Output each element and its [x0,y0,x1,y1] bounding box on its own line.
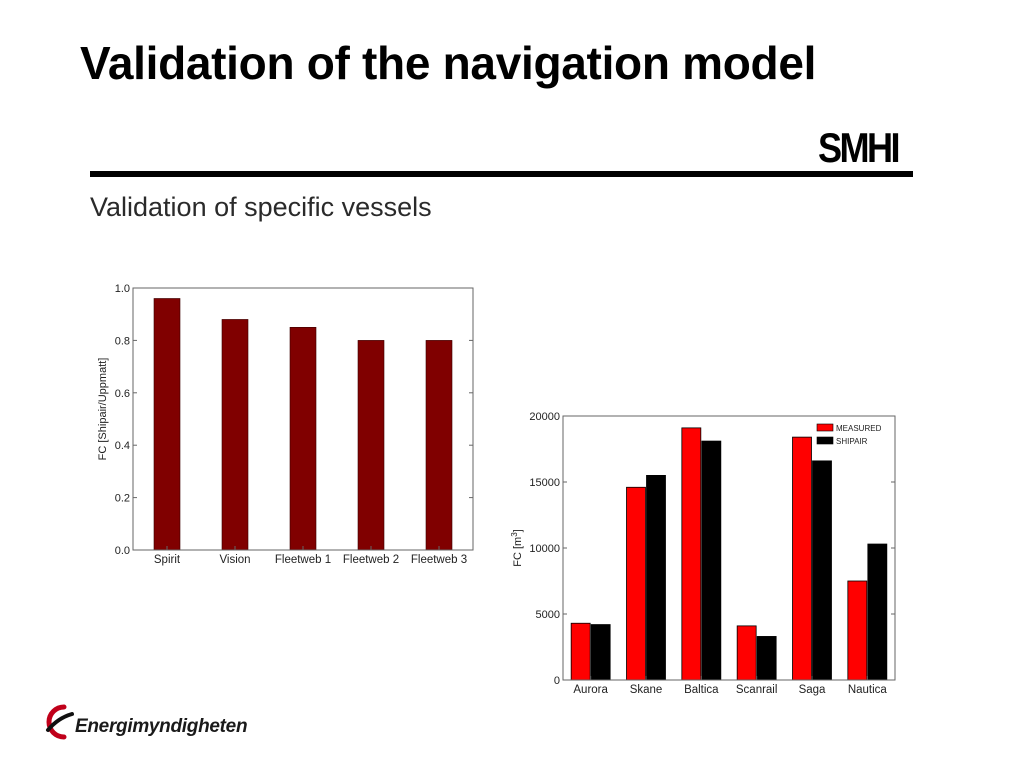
x-tick-label: Fleetweb 1 [275,554,331,566]
legend-swatch-shipair [816,436,834,445]
y-tick-label: 0.6 [115,388,130,400]
y-axis-label: FC [m3] [510,529,524,566]
y-tick-label: 0.0 [115,545,130,557]
plot-frame [562,415,896,681]
x-tick-label: Baltica [684,684,719,696]
x-tick-label: Spirit [154,554,181,566]
x-tick-label: Skane [630,684,663,696]
bar-measured-baltica [681,427,702,681]
energimyndigheten-wordmark: Energimyndigheten [75,716,248,737]
legend-label-shipair: SHIPAIR [836,437,868,446]
bar-fleetweb-1 [289,326,317,551]
x-tick-label: Fleetweb 3 [411,554,467,566]
x-tick-label: Nautica [848,684,888,696]
bar-shipair-saga [812,460,832,681]
y-tick-label: 5000 [536,609,560,621]
bar-measured-scanrail [736,625,757,681]
y-tick-label: 0.8 [115,335,130,347]
x-tick-label: Scanrail [736,684,778,696]
bar-measured-skane [626,486,646,681]
bar-spirit [153,298,181,551]
y-tick-label: 15000 [529,477,560,489]
slide-title: Validation of the navigation model [80,37,817,89]
y-tick-label: 0.4 [115,440,130,452]
x-tick-label: Fleetweb 2 [343,554,399,566]
legend-swatch-measured [816,423,834,432]
bar-fleetweb-3 [425,340,453,551]
y-tick-label: 10000 [529,543,560,555]
fuel-consumption-bar-chart: 0 5000 10000 15000 20000 Aurora Skane Baltica Sc… [510,411,896,696]
x-tick-label: Aurora [573,684,608,696]
bar-shipair-aurora [590,624,611,681]
x-tick-label: Vision [219,554,250,566]
bar-measured-aurora [570,622,591,681]
x-tick-label: Saga [799,684,826,696]
y-tick-label: 1.0 [115,283,130,295]
ratio-bar-chart: 0.0 0.2 0.4 0.6 0.8 1.0 Spirit Vision Fleetweb 1… [97,283,474,566]
energimyndigheten-logo-icon [46,704,74,740]
bar-shipair-skane [646,475,666,681]
smhi-logo: SMHI [818,124,901,171]
y-axis-label: FC [Shipair/Uppmatt] [97,358,109,461]
bar-fleetweb-2 [357,340,385,551]
title-divider [90,171,913,177]
bar-measured-nautica [847,580,868,681]
bar-vision [221,319,249,551]
bar-shipair-nautica [867,543,888,681]
y-tick-label: 20000 [529,411,560,423]
y-tick-label: 0 [554,675,560,687]
bar-shipair-scanrail [756,636,777,681]
slide-subtitle: Validation of specific vessels [90,192,432,222]
bar-shipair-baltica [701,440,722,681]
legend-label-measured: MEASURED [836,424,882,433]
y-tick-label: 0.2 [115,493,130,505]
bar-measured-saga [792,436,812,681]
